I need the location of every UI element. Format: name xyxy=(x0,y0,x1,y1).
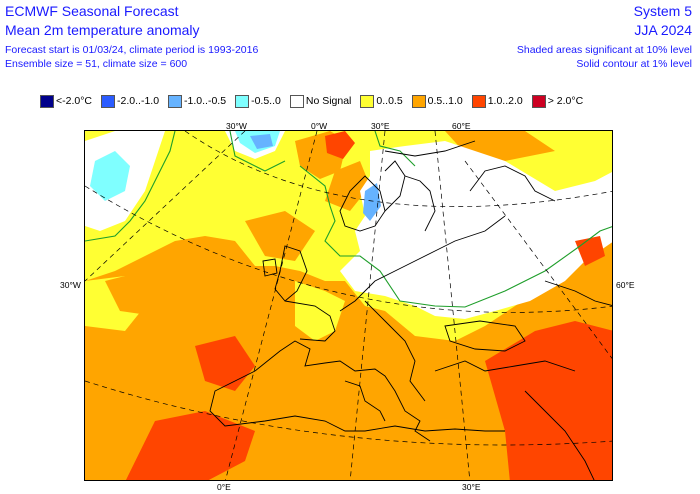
legend-item: 1.0..2.0 xyxy=(471,94,523,108)
legend-label: No Signal xyxy=(305,95,352,107)
legend-swatch xyxy=(168,94,183,108)
legend-item: 0..0.5 xyxy=(360,94,403,108)
legend-item: -1.0..-0.5 xyxy=(168,94,227,108)
significance-note-1: Shaded areas significant at 10% level xyxy=(516,44,692,56)
orange-anomaly-area xyxy=(105,271,175,316)
legend-swatch xyxy=(235,94,250,108)
right-lon-label-60e: 60°E xyxy=(616,280,635,290)
legend-label: -1.0..-0.5 xyxy=(184,95,227,107)
left-lon-label-30w: 30°W xyxy=(60,280,81,290)
legend-item: 0.5..1.0 xyxy=(411,94,463,108)
forecast-title: ECMWF Seasonal Forecast xyxy=(5,3,179,19)
top-lon-label-30e: 30°E xyxy=(371,121,390,131)
system-title: System 5 xyxy=(633,3,692,19)
legend-swatch xyxy=(471,94,486,108)
legend-item: -2.0..-1.0 xyxy=(101,94,160,108)
lightblue-anomaly-area xyxy=(363,183,381,221)
red-anomaly-area xyxy=(125,411,255,480)
coastlines xyxy=(209,140,612,480)
top-lon-label-0: 0°W xyxy=(311,121,328,131)
legend-swatch xyxy=(360,94,375,108)
bottom-lon-label-0: 0°E xyxy=(217,482,231,492)
legend-item: -0.5..0 xyxy=(235,94,281,108)
legend-label: 1.0..2.0 xyxy=(487,95,523,107)
red-anomaly-area xyxy=(325,131,355,159)
legend-swatch xyxy=(101,94,116,108)
no-signal-area xyxy=(340,141,612,319)
color-legend: <-2.0°C -2.0..-1.0 -1.0..-0.5 -0.5..0 No… xyxy=(40,92,592,110)
legend-swatch xyxy=(531,94,546,108)
season-label: JJA 2024 xyxy=(634,22,692,38)
variable-subtitle: Mean 2m temperature anomaly xyxy=(5,22,200,38)
graticule xyxy=(85,131,612,480)
orange-anomaly-area xyxy=(325,161,370,211)
legend-item: <-2.0°C xyxy=(40,94,93,108)
top-lon-label-60e: 60°E xyxy=(452,121,471,131)
forecast-info-line2: Ensemble size = 51, climate size = 600 xyxy=(5,58,188,70)
legend-label: 0..0.5 xyxy=(376,95,403,107)
legend-swatch xyxy=(40,94,54,108)
forecast-info-line1: Forecast start is 01/03/24, climate peri… xyxy=(5,44,259,56)
map-canvas xyxy=(85,131,612,480)
red-anomaly-area xyxy=(195,336,255,391)
orange-anomaly-area xyxy=(245,211,315,261)
yellow-anomaly-area xyxy=(295,281,345,341)
legend-label: -0.5..0 xyxy=(251,95,281,107)
significance-contour xyxy=(85,131,612,308)
significance-note-2: Solid contour at 1% level xyxy=(576,58,692,70)
legend-label: 0.5..1.0 xyxy=(427,95,463,107)
lightblue-anomaly-area xyxy=(250,134,273,149)
bottom-lon-label-30e: 30°E xyxy=(462,482,481,492)
top-lon-label-30w: 30°W xyxy=(226,121,247,131)
legend-item: No Signal xyxy=(289,94,352,108)
anomaly-map xyxy=(84,130,613,481)
legend-item: > 2.0°C xyxy=(531,94,584,108)
legend-label: -2.0..-1.0 xyxy=(117,95,160,107)
legend-swatch xyxy=(289,94,304,108)
red-anomaly-area xyxy=(485,321,612,480)
legend-swatch xyxy=(411,94,426,108)
legend-label: > 2.0°C xyxy=(547,95,584,107)
legend-label: <-2.0°C xyxy=(56,95,93,107)
cyan-anomaly-area xyxy=(90,151,130,201)
